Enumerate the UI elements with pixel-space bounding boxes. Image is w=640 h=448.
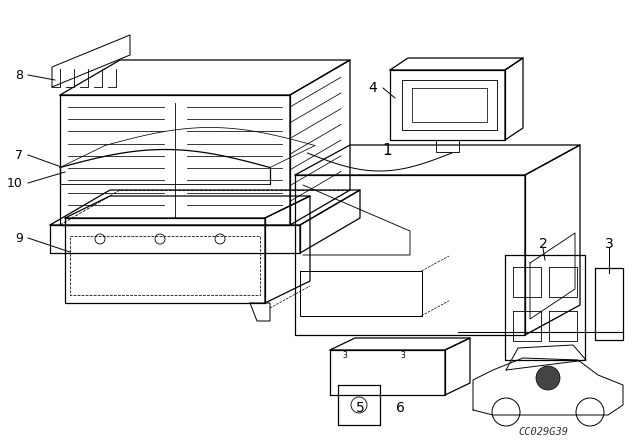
Text: 4: 4: [369, 81, 378, 95]
Text: 3: 3: [342, 351, 347, 360]
Text: 8: 8: [15, 69, 23, 82]
Circle shape: [536, 366, 560, 390]
Text: 3: 3: [605, 237, 613, 251]
Text: CC029G39: CC029G39: [518, 427, 568, 437]
Text: 10: 10: [7, 177, 23, 190]
Text: 9: 9: [15, 232, 23, 245]
Text: 5: 5: [356, 401, 364, 415]
Text: 7: 7: [15, 148, 23, 161]
Text: 6: 6: [396, 401, 404, 415]
Text: 3: 3: [400, 351, 405, 360]
Text: 2: 2: [539, 237, 547, 251]
Text: 1: 1: [382, 142, 392, 158]
